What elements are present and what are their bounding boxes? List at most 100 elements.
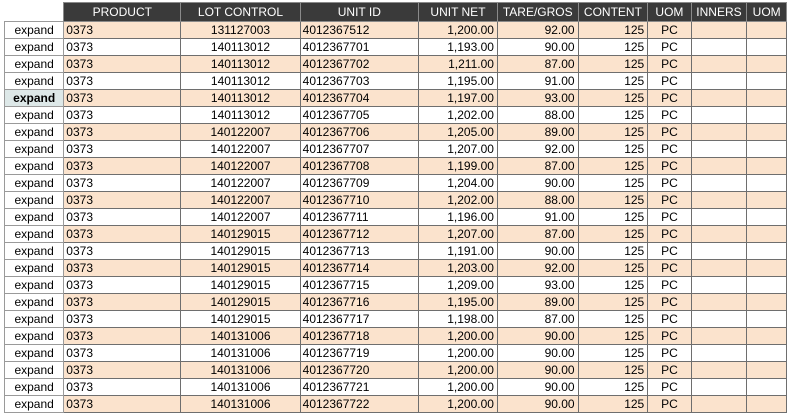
cell-lot-control: 140113012 xyxy=(180,106,301,124)
table-row: expand 0373 140122007 4012367708 1,199.00 87.… xyxy=(3,157,787,175)
cell-content: 125 xyxy=(577,361,649,379)
expand-button[interactable]: expand xyxy=(3,123,65,141)
table-row: expand 0373 140113012 4012367701 1,193.00 90.… xyxy=(3,38,787,56)
cell-content: 125 xyxy=(577,208,649,226)
cell-uom: PC xyxy=(647,208,692,226)
cell-uom: PC xyxy=(647,55,692,73)
table-row: expand 0373 140122007 4012367711 1,196.00 91.… xyxy=(3,208,787,226)
expand-button[interactable]: expand xyxy=(3,174,65,192)
cell-uom: PC xyxy=(647,327,692,345)
cell-uom-2 xyxy=(746,174,787,192)
cell-unit-id: 4012367716 xyxy=(299,293,420,311)
expand-column-header xyxy=(4,2,64,22)
cell-unit-net: 1,195.00 xyxy=(418,72,498,90)
table-row: expand 0373 140131006 4012367718 1,200.00 90.… xyxy=(3,327,787,345)
cell-unit-id: 4012367710 xyxy=(299,191,420,209)
cell-unit-net: 1,203.00 xyxy=(418,259,498,277)
cell-uom: PC xyxy=(647,293,692,311)
expand-button[interactable]: expand xyxy=(3,72,65,90)
cell-unit-id: 4012367704 xyxy=(299,89,420,107)
expand-button[interactable]: expand xyxy=(3,259,65,277)
cell-uom-2 xyxy=(746,38,787,56)
cell-unit-id: 4012367712 xyxy=(299,225,420,243)
cell-content: 125 xyxy=(577,395,649,413)
expand-button[interactable]: expand xyxy=(3,106,65,124)
expand-button[interactable]: expand xyxy=(3,361,65,379)
expand-button[interactable]: expand xyxy=(3,21,65,39)
cell-product: 0373 xyxy=(63,140,182,158)
cell-inners xyxy=(690,123,748,141)
cell-product: 0373 xyxy=(63,225,182,243)
column-header-unit-net[interactable]: UNIT NET xyxy=(418,2,498,22)
table-row: expand 0373 140122007 4012367710 1,202.00 88.… xyxy=(3,191,787,209)
cell-product: 0373 xyxy=(63,293,182,311)
cell-unit-net: 1,202.00 xyxy=(418,106,498,124)
cell-inners xyxy=(690,361,748,379)
cell-unit-net: 1,207.00 xyxy=(418,225,498,243)
expand-button[interactable]: expand xyxy=(3,191,65,209)
cell-unit-net: 1,195.00 xyxy=(418,293,498,311)
cell-content: 125 xyxy=(577,106,649,124)
cell-content: 125 xyxy=(577,259,649,277)
cell-tare-gros: 91.00 xyxy=(496,72,579,90)
expand-button[interactable]: expand xyxy=(3,157,65,175)
cell-tare-gros: 90.00 xyxy=(496,242,579,260)
cell-uom: PC xyxy=(647,395,692,413)
cell-tare-gros: 90.00 xyxy=(496,174,579,192)
column-header-uom[interactable]: UOM xyxy=(647,2,692,22)
cell-unit-net: 1,211.00 xyxy=(418,55,498,73)
cell-unit-net: 1,193.00 xyxy=(418,38,498,56)
expand-button[interactable]: expand xyxy=(3,38,65,56)
cell-product: 0373 xyxy=(63,106,182,124)
cell-lot-control: 140131006 xyxy=(180,361,301,379)
units-table-container: PRODUCT LOT CONTROL UNIT ID UNIT NET TAR… xyxy=(3,2,787,413)
expand-button[interactable]: expand xyxy=(3,140,65,158)
cell-tare-gros: 93.00 xyxy=(496,89,579,107)
cell-unit-net: 1,198.00 xyxy=(418,310,498,328)
cell-unit-id: 4012367715 xyxy=(299,276,420,294)
column-header-uom-2[interactable]: UOM xyxy=(746,2,787,22)
cell-tare-gros: 89.00 xyxy=(496,293,579,311)
cell-uom-2 xyxy=(746,225,787,243)
cell-uom: PC xyxy=(647,140,692,158)
column-header-inners[interactable]: INNERS xyxy=(690,2,748,22)
cell-content: 125 xyxy=(577,191,649,209)
cell-lot-control: 140131006 xyxy=(180,395,301,413)
cell-content: 125 xyxy=(577,378,649,396)
cell-unit-id: 4012367703 xyxy=(299,72,420,90)
column-header-lot-control[interactable]: LOT CONTROL xyxy=(180,2,301,22)
expand-button[interactable]: expand xyxy=(3,89,65,107)
cell-unit-net: 1,205.00 xyxy=(418,123,498,141)
expand-button[interactable]: expand xyxy=(3,293,65,311)
column-header-product[interactable]: PRODUCT xyxy=(63,2,182,22)
column-header-unit-id[interactable]: UNIT ID xyxy=(299,2,420,22)
expand-button[interactable]: expand xyxy=(3,378,65,396)
cell-inners xyxy=(690,140,748,158)
cell-unit-id: 4012367721 xyxy=(299,378,420,396)
expand-button[interactable]: expand xyxy=(3,208,65,226)
cell-unit-net: 1,204.00 xyxy=(418,174,498,192)
expand-button[interactable]: expand xyxy=(3,344,65,362)
cell-inners xyxy=(690,327,748,345)
cell-content: 125 xyxy=(577,55,649,73)
table-row: expand 0373 140129015 4012367712 1,207.00 87.… xyxy=(3,225,787,243)
cell-uom: PC xyxy=(647,89,692,107)
expand-button[interactable]: expand xyxy=(3,310,65,328)
table-row: expand 0373 140113012 4012367704 1,197.00 93.… xyxy=(3,89,787,107)
expand-button[interactable]: expand xyxy=(3,395,65,413)
column-header-tare-gros[interactable]: TARE/GROS xyxy=(496,2,579,22)
cell-content: 125 xyxy=(577,38,649,56)
expand-button[interactable]: expand xyxy=(3,55,65,73)
expand-button[interactable]: expand xyxy=(3,242,65,260)
expand-button[interactable]: expand xyxy=(3,327,65,345)
expand-button[interactable]: expand xyxy=(3,276,65,294)
cell-tare-gros: 87.00 xyxy=(496,157,579,175)
cell-uom-2 xyxy=(746,208,787,226)
cell-lot-control: 140113012 xyxy=(180,89,301,107)
column-header-content[interactable]: CONTENT xyxy=(577,2,649,22)
expand-button[interactable]: expand xyxy=(3,225,65,243)
table-row: expand 0373 140113012 4012367702 1,211.00 87.… xyxy=(3,55,787,73)
cell-uom-2 xyxy=(746,395,787,413)
cell-uom-2 xyxy=(746,327,787,345)
cell-unit-id: 4012367706 xyxy=(299,123,420,141)
